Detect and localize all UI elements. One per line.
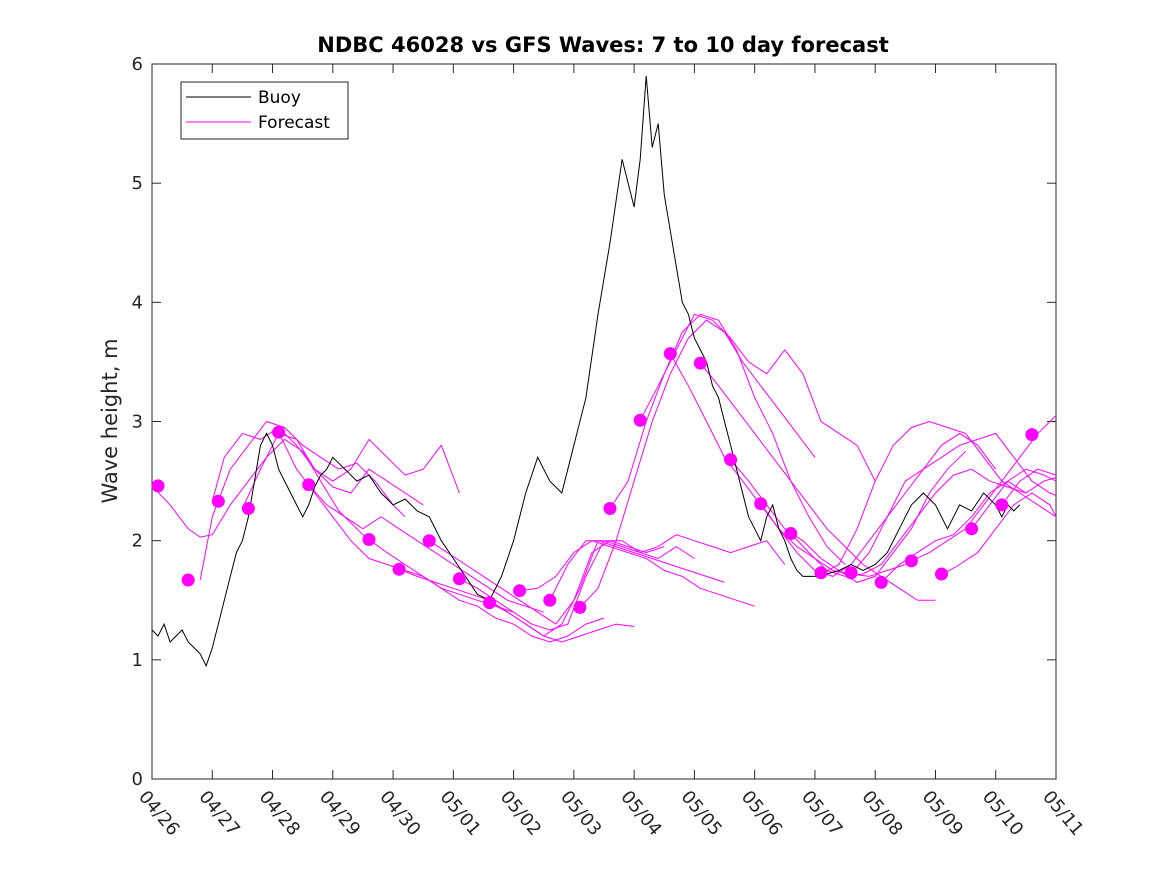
forecast-markers	[151, 347, 1039, 614]
forecast-line	[151, 438, 370, 542]
y-tick-label: 2	[132, 531, 143, 552]
forecast-marker	[513, 584, 527, 598]
forecast-marker	[151, 479, 165, 493]
legend-buoy-label: Buoy	[258, 88, 301, 108]
forecast-marker	[844, 566, 858, 580]
forecast-marker	[935, 567, 948, 581]
forecast-marker	[724, 453, 738, 467]
forecast-line	[911, 415, 1057, 562]
legend-box	[180, 81, 349, 140]
forecast-marker	[422, 534, 436, 548]
forecast-marker	[181, 573, 195, 587]
forecast-line	[700, 362, 936, 601]
forecast-marker	[995, 498, 1009, 512]
forecast-line	[790, 468, 1027, 577]
forecast-marker	[452, 572, 466, 586]
forecast-line	[579, 319, 816, 608]
forecast-marker	[543, 593, 557, 607]
forecast-marker	[633, 413, 647, 427]
forecast-marker	[603, 502, 617, 515]
forecast-line	[820, 420, 1057, 575]
forecast-line	[489, 540, 725, 637]
forecast-marker	[302, 478, 316, 492]
forecast-marker	[814, 566, 828, 580]
forecast-line	[459, 540, 695, 631]
forecast-line	[1001, 468, 1057, 506]
forecast-marker	[272, 425, 286, 439]
forecast-line	[639, 313, 876, 482]
legend: Buoy Forecast	[180, 81, 349, 140]
buoy-line	[151, 75, 1021, 668]
forecast-line	[760, 432, 997, 577]
legend-forecast-label: Forecast	[258, 113, 330, 133]
forecast-marker	[241, 502, 255, 515]
forecast-line	[971, 468, 1057, 530]
forecast-line	[199, 420, 406, 581]
forecast-marker	[362, 533, 376, 546]
y-tick-label: 3	[132, 412, 143, 433]
forecast-marker	[754, 497, 768, 511]
y-axis: 0 1 2 3 4 5 6	[132, 54, 1056, 790]
forecast-marker	[483, 596, 496, 610]
forecast-line	[368, 539, 605, 643]
forecast-line	[519, 540, 755, 607]
forecast-line	[941, 492, 1057, 576]
forecast-marker	[874, 575, 888, 589]
forecast-marker	[663, 347, 677, 361]
y-tick-label: 6	[132, 54, 143, 75]
chart-title: NDBC 46028 vs GFS Waves: 7 to 10 day for…	[317, 33, 888, 57]
y-tick-label: 0	[132, 769, 143, 790]
forecast-line	[308, 484, 544, 613]
y-axis-label: Wave height, m	[98, 338, 122, 503]
y-tick-label: 5	[132, 173, 143, 194]
forecast-line	[428, 540, 665, 625]
plot-area	[151, 63, 1057, 780]
forecast-marker	[1025, 428, 1039, 442]
forecast-marker	[904, 554, 918, 568]
buoy-line-group	[151, 75, 1021, 668]
forecast-line	[850, 432, 1057, 575]
forecast-marker	[965, 522, 979, 536]
y-tick-label: 4	[132, 292, 143, 313]
forecast-line	[549, 534, 786, 601]
forecast-marker	[392, 562, 406, 576]
forecast-marker	[693, 356, 707, 370]
forecast-marker	[573, 600, 587, 614]
forecast-marker	[211, 494, 225, 508]
forecast-marker	[784, 527, 798, 540]
y-tick-label: 1	[132, 650, 143, 671]
